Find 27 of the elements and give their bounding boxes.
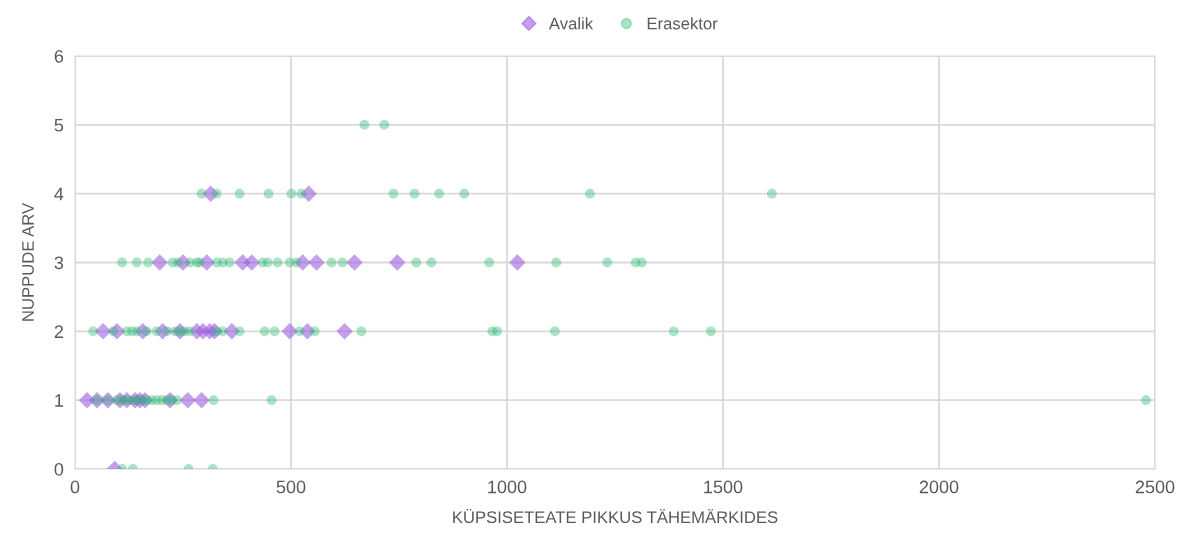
point <box>243 254 260 271</box>
legend-label: Erasektor <box>647 17 718 30</box>
x-tick-label: 2500 <box>1135 480 1175 494</box>
point <box>281 323 298 340</box>
y-tick-label: 3 <box>54 256 64 270</box>
y-axis-title: NUPPUDE ARV <box>22 202 34 321</box>
y-tick-label: 6 <box>54 49 64 63</box>
y-tick-label: 1 <box>55 394 64 407</box>
point <box>336 323 353 340</box>
point <box>179 391 196 409</box>
y-tick-label: 4 <box>54 187 64 201</box>
x-axis-title: KÜPSISETEATE PIKKUS TÄHEMÄRKIDES <box>453 508 778 524</box>
point <box>193 391 210 409</box>
point <box>389 254 406 271</box>
x-tick-label: 1000 <box>488 480 527 494</box>
x-tick-label: 500 <box>276 480 306 494</box>
point <box>509 254 526 271</box>
x-tick-label: 0 <box>70 480 80 494</box>
point <box>308 254 325 271</box>
y-tick-label: 0 <box>54 462 64 476</box>
point <box>346 254 363 271</box>
x-tick-label: 1500 <box>704 480 743 494</box>
legend-label: Avalik <box>548 17 594 30</box>
y-tick-label: 5 <box>54 118 64 132</box>
x-tick-label: 2000 <box>919 480 959 494</box>
point <box>151 254 168 271</box>
y-tick-label: 2 <box>54 325 63 338</box>
